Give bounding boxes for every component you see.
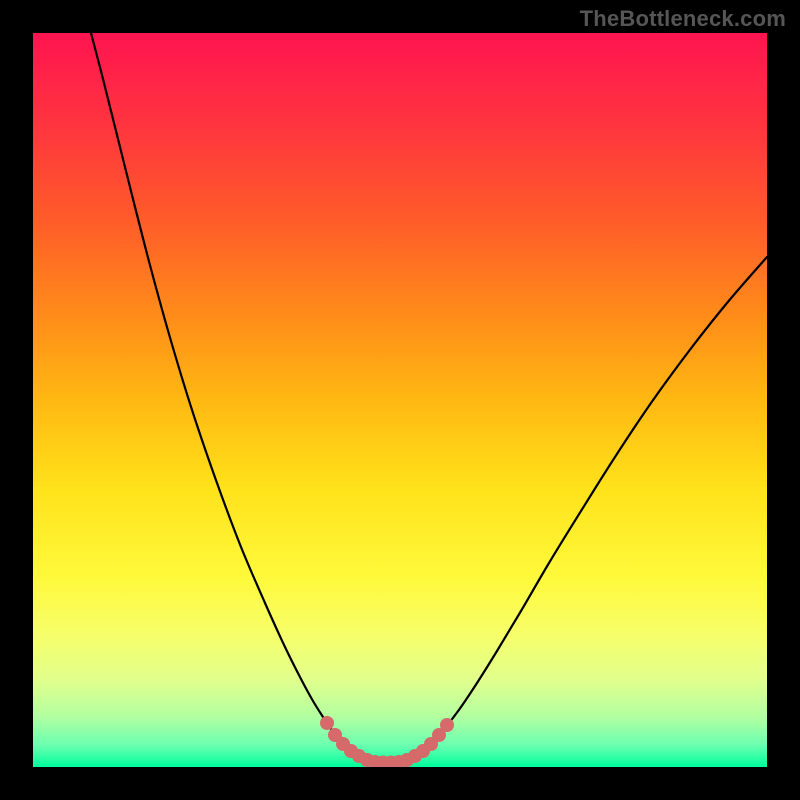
gradient-background bbox=[33, 33, 767, 767]
chart-frame: TheBottleneck.com bbox=[0, 0, 800, 800]
plot-area bbox=[33, 33, 767, 767]
plot-svg bbox=[33, 33, 767, 767]
watermark-text: TheBottleneck.com bbox=[580, 6, 786, 32]
